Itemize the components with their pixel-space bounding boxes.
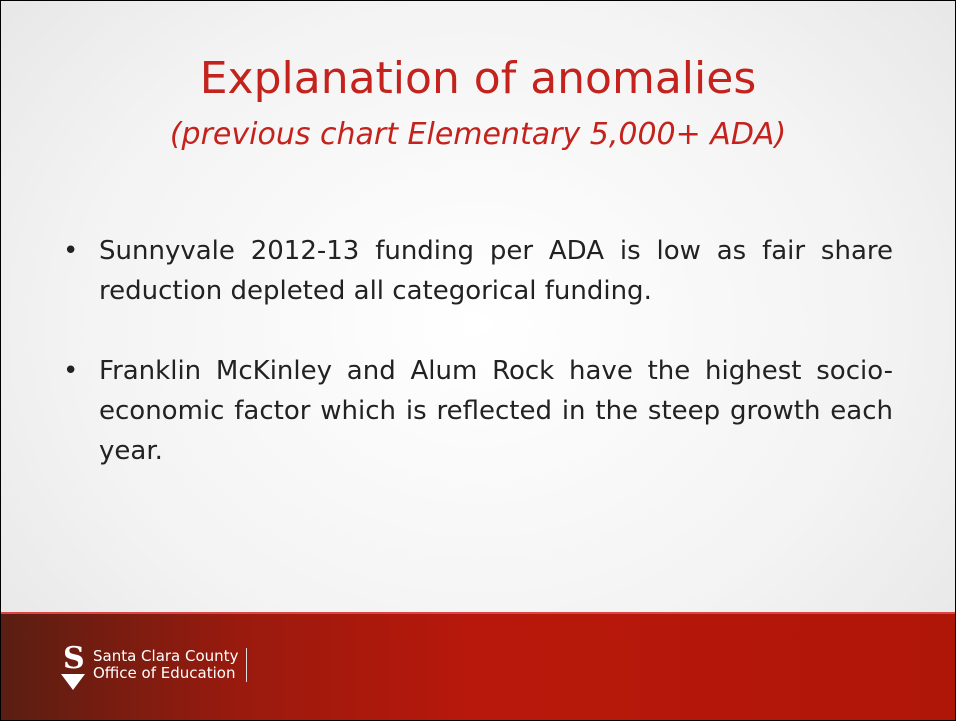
footer: S Santa Clara County Office of Education [1,612,955,720]
org-line: Santa Clara County [93,647,239,665]
bullet-list: Sunnyvale 2012-13 funding per ADA is low… [63,231,893,511]
svg-text:S: S [63,642,85,676]
bullet: Franklin McKinley and Alum Rock have the… [63,351,893,471]
subtitle: (previous chart Elementary 5,000+ ADA) [169,117,787,152]
bullet: Sunnyvale 2012-13 funding per ADA is low… [63,231,893,311]
org-name: Santa Clara County Office of Education [93,647,248,682]
logo: S [61,642,85,690]
title: Explanation of anomalies [199,53,757,104]
org-line: Office of Education [93,664,236,682]
